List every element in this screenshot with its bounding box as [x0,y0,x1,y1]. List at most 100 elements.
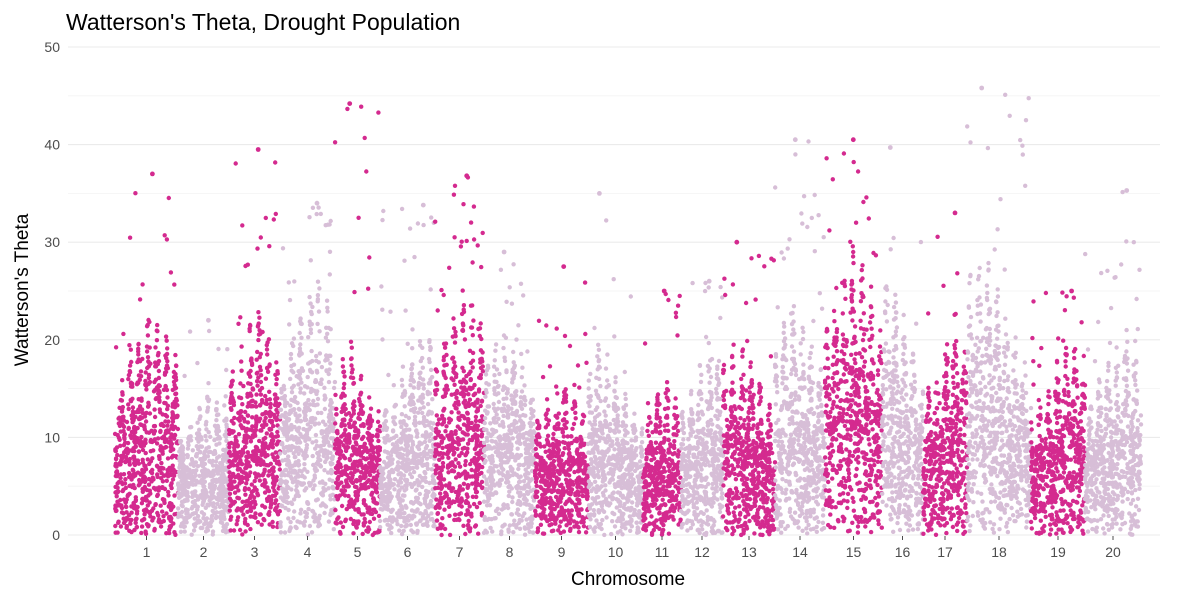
data-point [442,345,448,350]
data-point [575,363,581,368]
data-point [195,464,201,469]
data-point [483,372,489,377]
data-point [144,497,149,503]
data-point [409,448,415,453]
data-point [479,336,484,342]
data-point [202,469,207,475]
data-point [480,369,486,374]
data-point [351,381,356,386]
data-point [445,433,450,438]
data-point [511,365,517,370]
data-point [265,369,271,374]
data-point [299,481,304,486]
data-point [270,445,275,450]
data-point [450,499,456,504]
data-point [509,301,515,306]
data-point [452,235,457,240]
data-point [388,309,393,314]
data-point [373,509,379,515]
data-point [409,474,415,480]
data-point [254,422,259,427]
data-point [492,445,497,450]
data-point [306,361,311,366]
data-point [133,495,138,500]
data-point [409,528,414,533]
data-point [344,433,349,438]
data-point [231,463,236,468]
data-point [194,454,199,459]
data-point [417,491,422,497]
data-point [182,529,187,534]
data-point [386,372,391,378]
data-point [160,497,166,502]
data-point [555,391,560,396]
data-point [113,490,118,495]
data-point [441,354,447,360]
data-point [385,503,390,508]
data-point [501,396,506,402]
data-point [136,373,142,378]
data-point [309,348,314,354]
data-point [278,481,283,487]
data-point [456,491,461,497]
data-point [254,445,259,450]
data-point [132,424,137,430]
data-point [331,527,336,532]
data-point [333,465,339,470]
data-point [262,469,267,474]
data-point [442,363,447,368]
data-point [463,474,469,479]
data-point [487,475,493,480]
data-point [173,352,178,358]
data-point [220,471,225,476]
data-point [310,440,315,445]
data-point [516,436,521,441]
data-point [441,292,446,298]
data-point [364,479,370,485]
data-point [318,457,323,463]
data-point [255,323,261,328]
data-point [202,474,207,480]
data-point [295,446,301,451]
data-point [367,436,372,441]
data-point [147,510,152,515]
data-point [214,514,219,519]
data-point [482,460,487,465]
data-point [468,369,473,374]
data-point [463,531,468,537]
data-point [121,497,127,502]
data-point [496,399,502,405]
data-point [389,508,394,514]
data-point [141,443,147,448]
data-point [190,494,195,500]
data-point [282,393,288,399]
data-point [504,391,510,396]
data-point [142,512,147,517]
data-point [451,378,456,383]
data-point [415,221,421,226]
data-point [332,140,338,145]
data-point [206,398,211,404]
data-point [142,484,147,490]
data-point [477,500,482,506]
data-point [136,342,141,347]
data-point [214,479,219,485]
data-point [270,438,276,443]
data-point [348,471,354,476]
data-point [126,470,132,476]
data-point [440,460,446,466]
data-point [431,421,436,426]
data-point [164,478,169,483]
data-point [140,489,145,494]
data-point [404,443,410,448]
data-point [519,375,524,380]
data-point [583,331,588,337]
data-point [509,453,514,459]
data-point [409,484,415,490]
data-point [120,392,125,397]
data-point [454,440,460,445]
data-point [306,335,311,340]
data-point [579,421,585,426]
data-point [395,494,400,499]
